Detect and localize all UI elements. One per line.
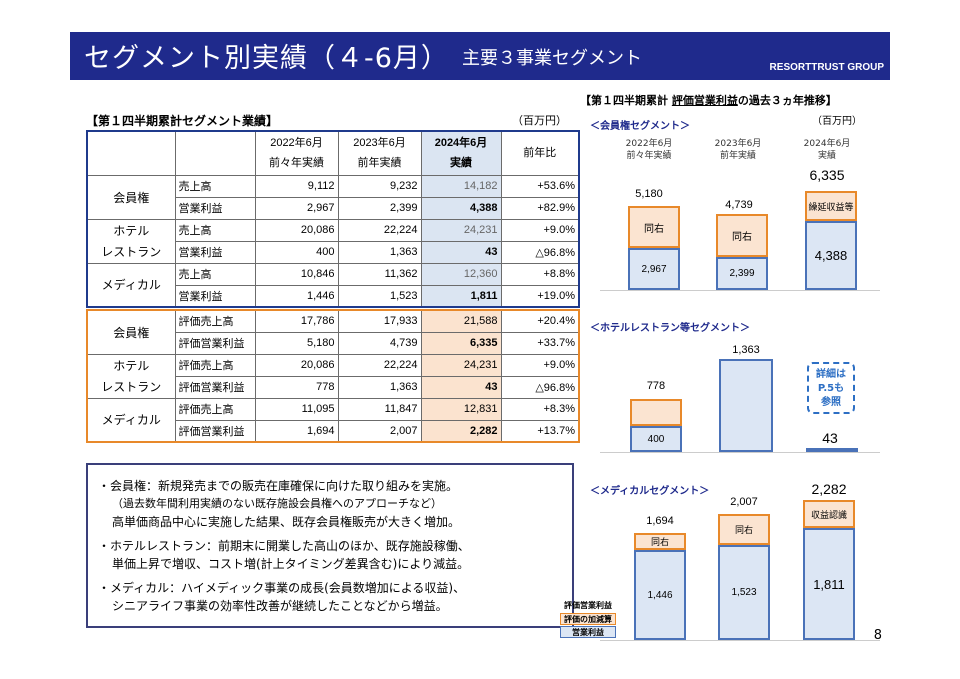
segment-name: メディカル — [86, 397, 176, 443]
axis-line — [600, 452, 880, 453]
valuation-results-table: 会員権 評価売上高 17,786 17,933 21,588 +20.4% 評価… — [86, 309, 580, 443]
see-p5-callout: 詳細は P.5も 参照 — [807, 362, 855, 414]
segment-name: レストラン — [86, 376, 176, 398]
total-label: 4,739 — [725, 199, 753, 211]
company-name: RESORTTRUST GROUP — [769, 62, 884, 73]
table-row: メディカル 評価売上高 11,095 11,847 12,831 +8.3% — [86, 397, 580, 443]
chart-category: 2023年6月 前年実績 — [714, 139, 762, 161]
adj-bar — [630, 399, 682, 426]
op-bar: 1,811 — [803, 528, 855, 640]
table-row: 営業利益 2,967 2,399 4,388 +82.9% — [87, 196, 580, 220]
total-label: 5,180 — [635, 188, 663, 200]
segment-name: メディカル — [86, 262, 176, 308]
page-number: 8 — [873, 628, 882, 643]
op-bar: 4,388 — [805, 221, 857, 290]
col-yoy: 前年比 — [500, 130, 580, 176]
axis-line — [600, 290, 880, 291]
op-bar: 1,523 — [718, 545, 770, 640]
total-label: 6,335 — [809, 167, 845, 183]
total-label: 2,007 — [730, 496, 758, 508]
table-row: メディカル 売上高 10,846 11,362 12,360 +8.8% — [86, 262, 580, 308]
segment-results-table: 2022年6月 前々年実績 2023年6月 前年実績 2024年6月 実績 前年比 会… — [86, 130, 580, 308]
legend-op-profit: 営業利益 — [560, 626, 616, 638]
op-bar — [806, 448, 858, 452]
adj-bar: 同右 — [634, 533, 686, 550]
table-row: レストラン 評価営業利益 778 1,363 43 △96.8% — [86, 375, 580, 399]
total-label: 43 — [822, 430, 838, 446]
op-bar: 1,446 — [634, 550, 686, 640]
table-row: ホテル 売上高 20,086 22,224 24,231 +9.0% — [86, 218, 580, 242]
segment-name: 会員権 — [86, 174, 176, 219]
header-banner: セグメント別実績（４-6月） 主要３事業セグメント RESORTTRUST GR… — [70, 32, 890, 80]
adj-bar: 同右 — [718, 514, 770, 545]
segment-name: 会員権 — [86, 309, 176, 354]
segment-name: ホテル — [86, 353, 176, 376]
adj-bar: 同右 — [716, 214, 768, 257]
chart-title-medical: ＜メディカルセグメント＞ — [590, 486, 710, 497]
col-2022: 2022年6月 前々年実績 — [254, 130, 339, 176]
commentary-box: ・会員権：新規発売までの販売在庫確保に向けた取り組みを実施。 （過去数年間利用実… — [86, 463, 574, 628]
header-blank — [86, 130, 176, 176]
page-title: セグメント別実績（４-6月） — [84, 43, 449, 74]
table-title: 【第１四半期累計セグメント業績】 — [86, 114, 279, 128]
op-bar: 2,399 — [716, 257, 768, 290]
table-row: 営業利益 1,446 1,523 1,811 +19.0% — [87, 284, 580, 308]
segment-name: レストラン — [86, 241, 176, 263]
legend-adjustment: 評価の加減算 — [560, 613, 616, 625]
chart-category: 2022年6月 前々年実績 — [625, 139, 673, 161]
table-row: レストラン 営業利益 400 1,363 43 △96.8% — [86, 240, 580, 264]
op-bar — [719, 359, 773, 452]
table-row: 会員権 売上高 9,112 9,232 14,182 +53.6% — [86, 174, 580, 219]
adj-bar: 同右 — [628, 206, 680, 248]
col-2024: 2024年6月 実績 — [420, 130, 502, 176]
table-row: 会員権 評価売上高 17,786 17,933 21,588 +20.4% — [86, 309, 580, 354]
right-title: 【第１四半期累計 評価営業利益の過去３ヵ年推移】 — [580, 94, 837, 107]
chart-category: 2024年6月 実績 — [803, 139, 851, 161]
total-label: 1,694 — [646, 515, 674, 527]
right-unit: （百万円） — [812, 116, 862, 127]
header-blank — [174, 130, 256, 176]
page-subtitle: 主要３事業セグメント — [462, 48, 642, 69]
total-label: 2,282 — [811, 481, 847, 497]
total-label: 1,363 — [732, 344, 760, 356]
legend-eval-op-profit: 評価営業利益 — [564, 601, 612, 610]
segment-name: ホテル — [86, 218, 176, 241]
table-row: 評価営業利益 1,694 2,007 2,282 +13.7% — [87, 419, 580, 443]
total-label: 778 — [646, 380, 666, 392]
col-2023: 2023年6月 前年実績 — [337, 130, 422, 176]
adj-bar: 繰延収益等 — [805, 191, 857, 221]
axis-line — [600, 640, 880, 641]
op-bar: 2,967 — [628, 248, 680, 290]
chart-title-hotel: ＜ホテルレストラン等セグメント＞ — [590, 323, 750, 334]
chart-title-membership: ＜会員権セグメント＞ — [590, 121, 690, 132]
adj-bar: 収益認識 — [803, 500, 855, 528]
table-row: ホテル 評価売上高 20,086 22,224 24,231 +9.0% — [86, 353, 580, 377]
unit-label: （百万円） — [512, 114, 567, 127]
op-bar: 400 — [630, 426, 682, 452]
